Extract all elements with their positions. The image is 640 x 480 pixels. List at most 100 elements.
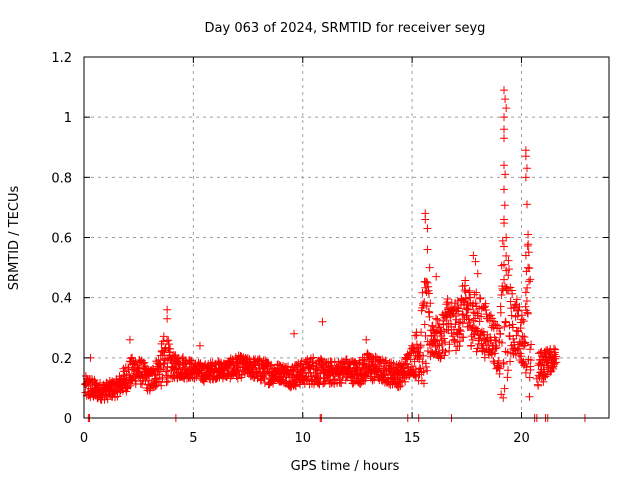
data-point bbox=[378, 355, 387, 364]
data-point bbox=[364, 351, 373, 360]
data-point bbox=[464, 305, 473, 314]
data-point bbox=[461, 287, 470, 296]
data-point bbox=[511, 301, 520, 310]
data-point bbox=[437, 351, 446, 360]
data-point bbox=[524, 277, 533, 286]
data-point bbox=[417, 328, 426, 337]
data-point bbox=[138, 380, 147, 389]
data-point bbox=[461, 276, 470, 285]
data-point bbox=[494, 356, 503, 365]
data-point bbox=[425, 312, 434, 321]
data-point bbox=[549, 344, 558, 353]
data-point bbox=[452, 346, 461, 355]
data-point bbox=[454, 318, 463, 327]
data-point bbox=[419, 379, 428, 388]
data-point bbox=[290, 329, 298, 338]
data-point bbox=[501, 347, 510, 356]
data-point bbox=[451, 320, 460, 329]
data-point bbox=[539, 377, 548, 386]
data-point bbox=[499, 359, 508, 368]
data-point bbox=[442, 312, 451, 321]
data-point bbox=[473, 311, 482, 320]
data-point bbox=[125, 335, 134, 344]
data-point bbox=[521, 173, 530, 182]
data-point bbox=[500, 86, 508, 95]
data-point bbox=[416, 343, 425, 352]
data-point bbox=[128, 353, 137, 362]
data-point bbox=[145, 376, 154, 385]
data-point bbox=[411, 331, 420, 340]
data-point bbox=[475, 317, 484, 326]
data-point bbox=[159, 332, 168, 341]
data-point bbox=[501, 95, 510, 104]
data-point bbox=[502, 104, 511, 113]
data-point bbox=[458, 319, 467, 328]
y-tick-label: 0 bbox=[64, 412, 72, 427]
data-point bbox=[433, 335, 442, 344]
data-point bbox=[406, 355, 415, 364]
data-point bbox=[473, 309, 482, 318]
data-point bbox=[496, 308, 505, 317]
y-tick-label: 0.4 bbox=[51, 292, 72, 307]
data-point bbox=[433, 315, 442, 324]
data-point bbox=[521, 152, 530, 161]
data-point bbox=[126, 381, 135, 390]
data-point bbox=[409, 347, 418, 356]
data-point bbox=[521, 251, 530, 260]
data-point bbox=[491, 320, 500, 329]
data-point bbox=[421, 215, 430, 224]
data-point bbox=[425, 263, 434, 272]
data-point bbox=[511, 312, 520, 321]
data-point bbox=[411, 371, 420, 380]
data-point bbox=[157, 381, 166, 390]
data-point bbox=[500, 215, 508, 224]
x-tick-label: 10 bbox=[294, 431, 311, 446]
data-point bbox=[500, 134, 508, 143]
data-point bbox=[525, 373, 534, 382]
data-point bbox=[394, 383, 403, 392]
data-point bbox=[455, 325, 464, 334]
data-point bbox=[492, 343, 501, 352]
data-point bbox=[215, 359, 224, 368]
data-point bbox=[524, 240, 533, 249]
data-point bbox=[501, 170, 510, 179]
data-point bbox=[362, 335, 371, 344]
data-point bbox=[433, 341, 442, 350]
data-point bbox=[260, 378, 269, 387]
data-point bbox=[337, 379, 346, 388]
data-point bbox=[521, 368, 530, 377]
data-point bbox=[522, 200, 531, 209]
data-point bbox=[541, 372, 550, 381]
data-point bbox=[420, 298, 429, 307]
data-point bbox=[459, 333, 468, 342]
data-point bbox=[524, 263, 533, 272]
data-point bbox=[522, 296, 531, 305]
data-point bbox=[422, 277, 431, 286]
data-point bbox=[440, 351, 449, 360]
y-tick-label: 1 bbox=[64, 111, 72, 126]
data-point bbox=[523, 308, 532, 317]
data-point bbox=[550, 360, 559, 369]
data-point bbox=[472, 288, 481, 297]
data-point bbox=[186, 358, 195, 367]
data-point bbox=[423, 278, 432, 287]
data-point bbox=[500, 384, 509, 393]
data-point bbox=[318, 317, 327, 326]
data-point bbox=[521, 302, 530, 311]
data-point bbox=[379, 357, 388, 366]
y-tick-label: 0.2 bbox=[51, 352, 72, 367]
data-point bbox=[416, 341, 425, 350]
data-point bbox=[431, 328, 440, 337]
data-point bbox=[506, 297, 515, 306]
data-point bbox=[132, 377, 141, 386]
data-point bbox=[224, 363, 233, 372]
data-point bbox=[497, 290, 506, 299]
data-point bbox=[422, 362, 431, 371]
data-point bbox=[501, 318, 510, 327]
data-point bbox=[419, 301, 428, 310]
data-point bbox=[481, 305, 490, 314]
data-point bbox=[320, 378, 329, 387]
data-point bbox=[506, 357, 515, 366]
data-point bbox=[518, 315, 527, 324]
data-point bbox=[502, 266, 511, 275]
